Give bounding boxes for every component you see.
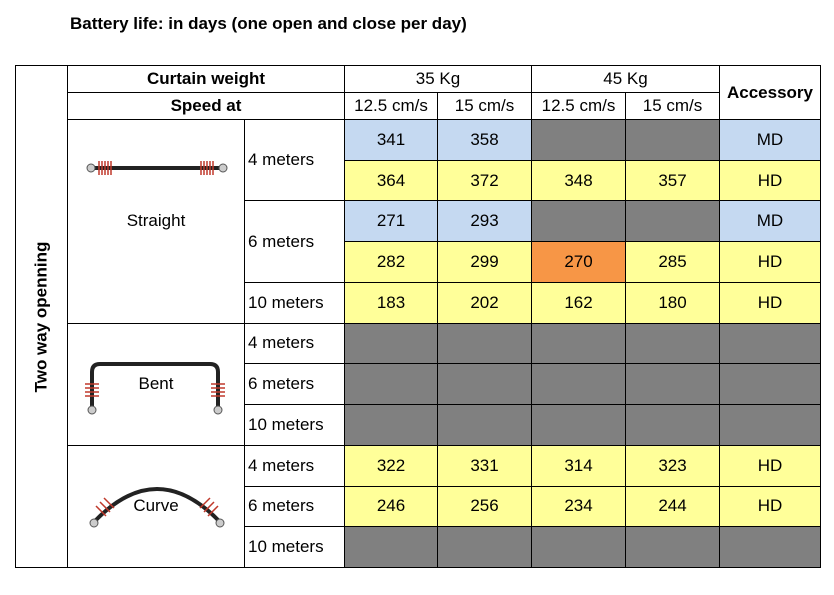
speed-header: 15 cm/s xyxy=(625,92,720,120)
value-cell xyxy=(531,526,626,568)
value-cell: 256 xyxy=(437,485,532,528)
accessory-cell xyxy=(719,322,821,365)
speed-header: 15 cm/s xyxy=(437,92,532,120)
value-cell: 358 xyxy=(437,119,532,161)
accessory-cell: HD xyxy=(719,281,821,324)
shape-cell: Curve xyxy=(67,444,245,568)
speed-header: 12.5 cm/s xyxy=(344,92,438,120)
shape-cell: Straight xyxy=(67,119,245,324)
value-cell xyxy=(531,200,626,243)
curve-icon xyxy=(89,487,225,528)
value-cell: 323 xyxy=(625,444,720,487)
value-cell: 364 xyxy=(344,159,438,202)
value-cell: 322 xyxy=(344,444,438,487)
value-cell xyxy=(625,363,720,406)
value-cell: 180 xyxy=(625,281,720,324)
value-cell xyxy=(344,322,438,365)
value-cell xyxy=(344,404,438,446)
value-cell xyxy=(625,526,720,568)
length-cell: 4 meters xyxy=(244,119,345,202)
accessory-cell: HD xyxy=(719,241,821,283)
value-cell xyxy=(625,322,720,365)
value-cell xyxy=(437,363,532,406)
straight-icon xyxy=(86,161,228,175)
accessory-cell xyxy=(719,526,821,568)
value-cell: 234 xyxy=(531,485,626,528)
value-cell: 285 xyxy=(625,241,720,283)
value-cell xyxy=(531,322,626,365)
title: Battery life: in days (one open and clos… xyxy=(70,14,467,33)
value-cell: 246 xyxy=(344,485,438,528)
value-cell: 162 xyxy=(531,281,626,324)
value-cell: 271 xyxy=(344,200,438,243)
length-cell: 4 meters xyxy=(244,444,345,487)
accessory-cell: HD xyxy=(719,485,821,528)
value-cell xyxy=(437,404,532,446)
value-cell xyxy=(531,363,626,406)
value-cell: 357 xyxy=(625,159,720,202)
side-label-text: Two way openning xyxy=(31,241,51,392)
accessory-cell xyxy=(719,404,821,446)
value-cell: 314 xyxy=(531,444,626,487)
value-cell: 293 xyxy=(437,200,532,243)
value-cell: 270 xyxy=(531,241,626,283)
value-cell: 341 xyxy=(344,119,438,161)
value-cell xyxy=(625,119,720,161)
value-cell xyxy=(531,119,626,161)
length-cell: 6 meters xyxy=(244,200,345,283)
value-cell xyxy=(437,526,532,568)
weight-header: 45 Kg xyxy=(531,65,720,93)
value-cell: 202 xyxy=(437,281,532,324)
value-cell xyxy=(625,200,720,243)
length-cell: 6 meters xyxy=(244,485,345,528)
accessory-cell: MD xyxy=(719,119,821,161)
weight-header: 35 Kg xyxy=(344,65,532,93)
accessory-cell: MD xyxy=(719,200,821,243)
side-label: Two way openning xyxy=(15,65,68,568)
length-cell: 10 meters xyxy=(244,281,345,324)
value-cell xyxy=(344,363,438,406)
value-cell: 244 xyxy=(625,485,720,528)
value-cell: 183 xyxy=(344,281,438,324)
value-cell: 331 xyxy=(437,444,532,487)
accessory-cell xyxy=(719,363,821,406)
bent-icon xyxy=(85,362,225,415)
length-cell: 10 meters xyxy=(244,526,345,568)
length-cell: 6 meters xyxy=(244,363,345,406)
length-cell: 10 meters xyxy=(244,404,345,446)
value-cell: 348 xyxy=(531,159,626,202)
value-cell xyxy=(344,526,438,568)
value-cell xyxy=(437,322,532,365)
value-cell: 372 xyxy=(437,159,532,202)
header-cell: Curtain weight xyxy=(67,65,345,93)
accessory-cell: HD xyxy=(719,444,821,487)
length-cell: 4 meters xyxy=(244,322,345,365)
value-cell: 282 xyxy=(344,241,438,283)
accessory-cell: HD xyxy=(719,159,821,202)
speed-header: 12.5 cm/s xyxy=(531,92,626,120)
header-cell: Speed at xyxy=(67,92,345,120)
value-cell xyxy=(625,404,720,446)
header-cell: Accessory xyxy=(719,65,821,120)
value-cell: 299 xyxy=(437,241,532,283)
value-cell xyxy=(531,404,626,446)
